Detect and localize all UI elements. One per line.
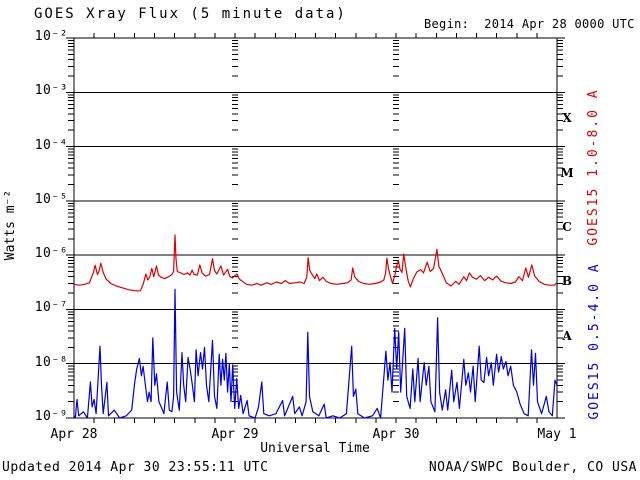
y-tick-1e-4: 10⁻⁴ (34, 138, 68, 153)
x-tick-apr29: Apr 29 (211, 427, 259, 442)
y-tick-1e-7: 10⁻⁷ (34, 300, 68, 315)
y-tick-1e-9: 10⁻⁹ (34, 409, 68, 424)
x-axis-label: Universal Time (260, 441, 370, 456)
y-tick-1e-6: 10⁻⁶ (34, 246, 68, 261)
flare-class-a: A (562, 329, 572, 343)
x-tick-apr28: Apr 28 (50, 427, 98, 442)
y-axis-label: Watts m⁻² (3, 189, 18, 261)
y-tick-1e-8: 10⁻⁸ (34, 355, 68, 370)
flare-class-b: B (561, 274, 573, 288)
flare-class-c: C (562, 220, 572, 234)
x-tick-apr30: Apr 30 (372, 427, 420, 442)
updated-timestamp: Updated 2014 Apr 30 23:55:11 UTC (2, 460, 269, 475)
flare-class-x: X (562, 111, 572, 125)
goes15-long-channel-label: GOES15 1.0-8.0 A (586, 88, 601, 246)
flare-class-m: M (560, 166, 574, 180)
x-tick-may1: May 1 (537, 427, 577, 442)
y-tick-1e-5: 10⁻⁵ (34, 192, 68, 207)
y-tick-1e-2: 10⁻² (34, 29, 68, 44)
source-attribution: NOAA/SWPC Boulder, CO USA (428, 460, 637, 475)
begin-timestamp: Begin: 2014 Apr 28 0000 UTC (424, 17, 635, 31)
plot-title: GOES Xray Flux (5 minute data) (34, 6, 347, 22)
goes15-short-channel-label: GOES15 0.5-4.0 A (587, 262, 602, 420)
y-tick-1e-3: 10⁻³ (34, 83, 68, 98)
